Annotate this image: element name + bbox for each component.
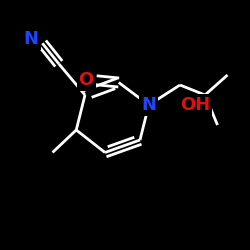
Text: N: N xyxy=(141,96,156,114)
Text: O: O xyxy=(78,71,94,89)
Text: N: N xyxy=(24,30,39,48)
Text: OH: OH xyxy=(180,96,210,114)
